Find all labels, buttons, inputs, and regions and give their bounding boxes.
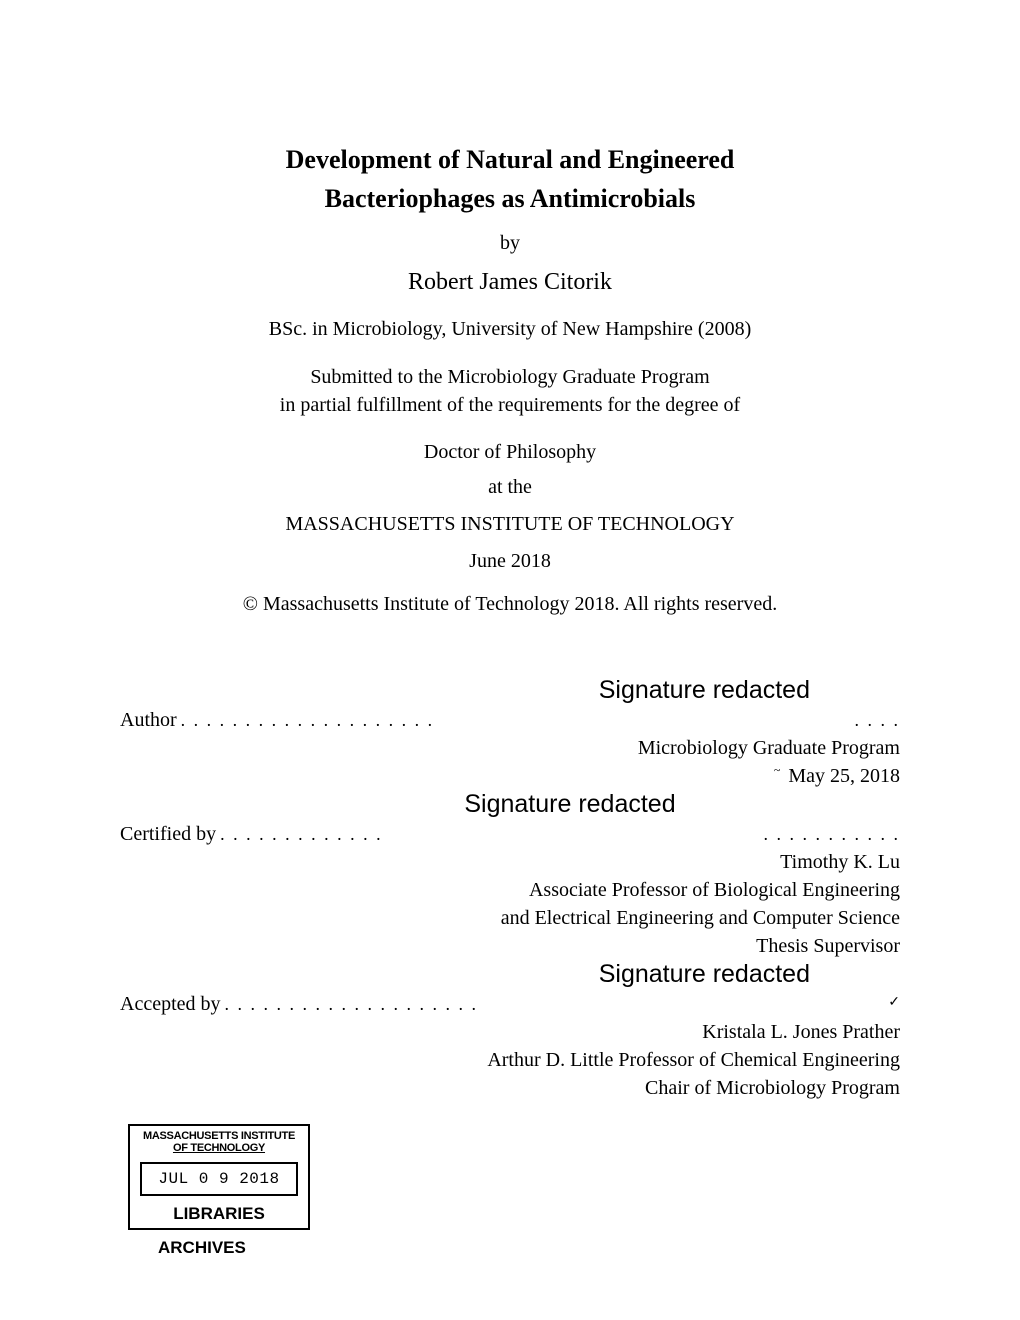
submitted-block: Submitted to the Microbiology Graduate P…	[120, 363, 900, 419]
thesis-date: June 2018	[120, 550, 900, 573]
accepted-title-2: Chair of Microbiology Program	[120, 1074, 900, 1102]
stamp-header-2: OF TECHNOLOGY	[134, 1142, 304, 1154]
signature-redacted-1: Signature redacted	[120, 676, 900, 705]
by-label: by	[120, 232, 900, 255]
certified-dots: . . . . . . . . . . . . .	[216, 824, 383, 845]
signature-redacted-2: Signature redacted	[120, 790, 900, 819]
certified-signature-line: Certified by . . . . . . . . . . . . . .…	[120, 823, 900, 846]
accepted-label: Accepted by	[120, 993, 221, 1016]
archives-label: ARCHIVES	[158, 1238, 246, 1258]
author-sig-date: May 25, 2018	[788, 762, 900, 790]
certified-title-1: Associate Professor of Biological Engine…	[120, 876, 900, 904]
certified-sig-details: Timothy K. Lu Associate Professor of Bio…	[120, 848, 900, 960]
tilde-mark: ~	[774, 762, 781, 779]
stamp-header: MASSACHUSETTS INSTITUTE OF TECHNOLOGY	[130, 1130, 308, 1158]
thesis-title: Development of Natural and Engineered Ba…	[120, 140, 900, 218]
author-dept: Microbiology Graduate Program	[120, 734, 900, 762]
check-mark: ✓	[848, 994, 900, 1011]
at-the: at the	[120, 476, 900, 499]
stamp-date: JUL 0 9 2018	[140, 1162, 298, 1196]
author-credential: BSc. in Microbiology, University of New …	[120, 318, 900, 341]
certified-name: Timothy K. Lu	[120, 848, 900, 876]
copyright: © Massachusetts Institute of Technology …	[120, 593, 900, 616]
certified-label: Certified by	[120, 823, 216, 846]
institution: MASSACHUSETTS INSTITUTE OF TECHNOLOGY	[120, 513, 900, 536]
accepted-sig-details: Kristala L. Jones Prather Arthur D. Litt…	[120, 1018, 900, 1102]
stamp-header-1: MASSACHUSETTS INSTITUTE	[134, 1130, 304, 1142]
accepted-signature-line: Accepted by . . . . . . . . . . . . . . …	[120, 993, 900, 1016]
accepted-signature-block: Signature redacted Accepted by . . . . .…	[120, 960, 900, 1102]
submitted-line-1: Submitted to the Microbiology Graduate P…	[120, 363, 900, 391]
author-signature-line: Author . . . . . . . . . . . . . . . . .…	[120, 709, 900, 732]
title-line-1: Development of Natural and Engineered	[120, 140, 900, 179]
author-name: Robert James Citorik	[120, 269, 900, 296]
author-end-dots: . . . .	[851, 710, 901, 731]
author-sig-details: Microbiology Graduate Program ~ May 25, …	[120, 734, 900, 790]
accepted-name: Kristala L. Jones Prather	[120, 1018, 900, 1046]
signature-redacted-3: Signature redacted	[120, 960, 900, 989]
accepted-title-1: Arthur D. Little Professor of Chemical E…	[120, 1046, 900, 1074]
accepted-dots: . . . . . . . . . . . . . . . . . . . .	[221, 994, 479, 1015]
author-dots: . . . . . . . . . . . . . . . . . . . .	[177, 710, 435, 731]
certified-title-2: and Electrical Engineering and Computer …	[120, 904, 900, 932]
title-line-2: Bacteriophages as Antimicrobials	[120, 179, 900, 218]
submitted-line-2: in partial fulfillment of the requiremen…	[120, 391, 900, 419]
author-label: Author	[120, 709, 177, 732]
library-stamp: MASSACHUSETTS INSTITUTE OF TECHNOLOGY JU…	[128, 1124, 310, 1230]
stamp-libraries: LIBRARIES	[130, 1202, 308, 1224]
degree: Doctor of Philosophy	[120, 441, 900, 464]
certified-end-dots: . . . . . . . . . . .	[760, 824, 901, 845]
certified-role: Thesis Supervisor	[120, 932, 900, 960]
author-signature-block: Signature redacted Author . . . . . . . …	[120, 676, 900, 790]
certified-signature-block: Signature redacted Certified by . . . . …	[120, 790, 900, 960]
